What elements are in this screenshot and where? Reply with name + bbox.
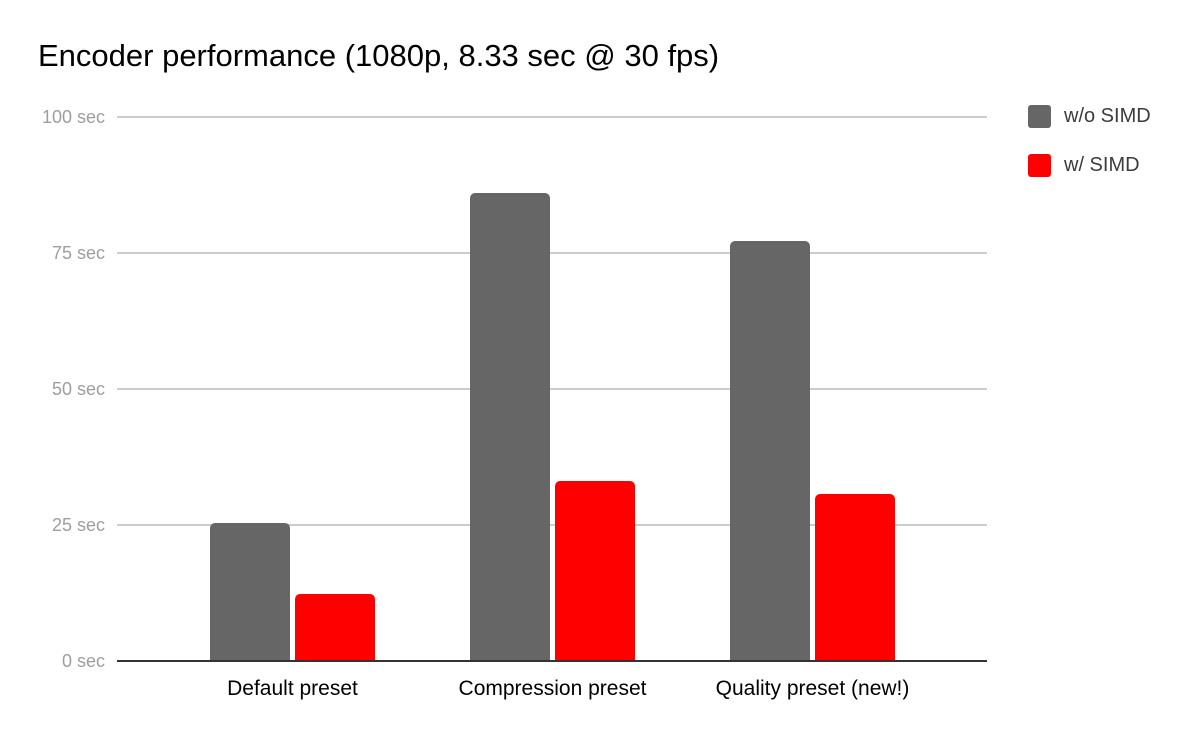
bar-w-simd-compression-preset (555, 481, 635, 661)
bar-w-o-simd-compression-preset (470, 193, 550, 661)
legend-swatch-wo-simd (1028, 105, 1051, 128)
y-tick-label-50-sec: 50 sec (51, 379, 105, 399)
legend: w/o SIMD w/ SIMD (1028, 105, 1151, 203)
bar-w-o-simd-default-preset (210, 522, 290, 661)
bar-w-o-simd-quality-preset-new (730, 241, 810, 661)
y-tick-label-25-sec: 25 sec (51, 515, 105, 535)
x-category-label-quality-preset-new: Quality preset (new!) (715, 677, 910, 700)
gridline-75-sec (117, 252, 987, 254)
gridline-50-sec (117, 388, 987, 390)
legend-swatch-w-simd (1028, 154, 1051, 177)
gridline-100-sec (117, 116, 987, 118)
y-tick-label-100-sec: 100 sec (41, 107, 105, 127)
y-tick-label-0-sec: 0 sec (61, 651, 105, 671)
chart-title: Encoder performance (1080p, 8.33 sec @ 3… (38, 38, 720, 73)
x-category-label-default-preset: Default preset (227, 677, 358, 700)
x-axis-baseline (117, 660, 987, 662)
plot-area (117, 116, 987, 662)
legend-label-wo-simd: w/o SIMD (1064, 105, 1151, 127)
gridline-25-sec (117, 524, 987, 526)
bar-w-simd-default-preset (295, 594, 375, 661)
y-tick-label-75-sec: 75 sec (51, 243, 105, 263)
x-category-label-compression-preset: Compression preset (458, 677, 647, 700)
y-axis-tick-labels: 0 sec 25 sec 50 sec 75 sec 100 sec (0, 0, 105, 742)
legend-label-w-simd: w/ SIMD (1064, 154, 1140, 176)
legend-item-w-simd: w/ SIMD (1028, 154, 1151, 177)
legend-item-wo-simd: w/o SIMD (1028, 105, 1151, 128)
bar-w-simd-quality-preset-new (815, 493, 895, 661)
